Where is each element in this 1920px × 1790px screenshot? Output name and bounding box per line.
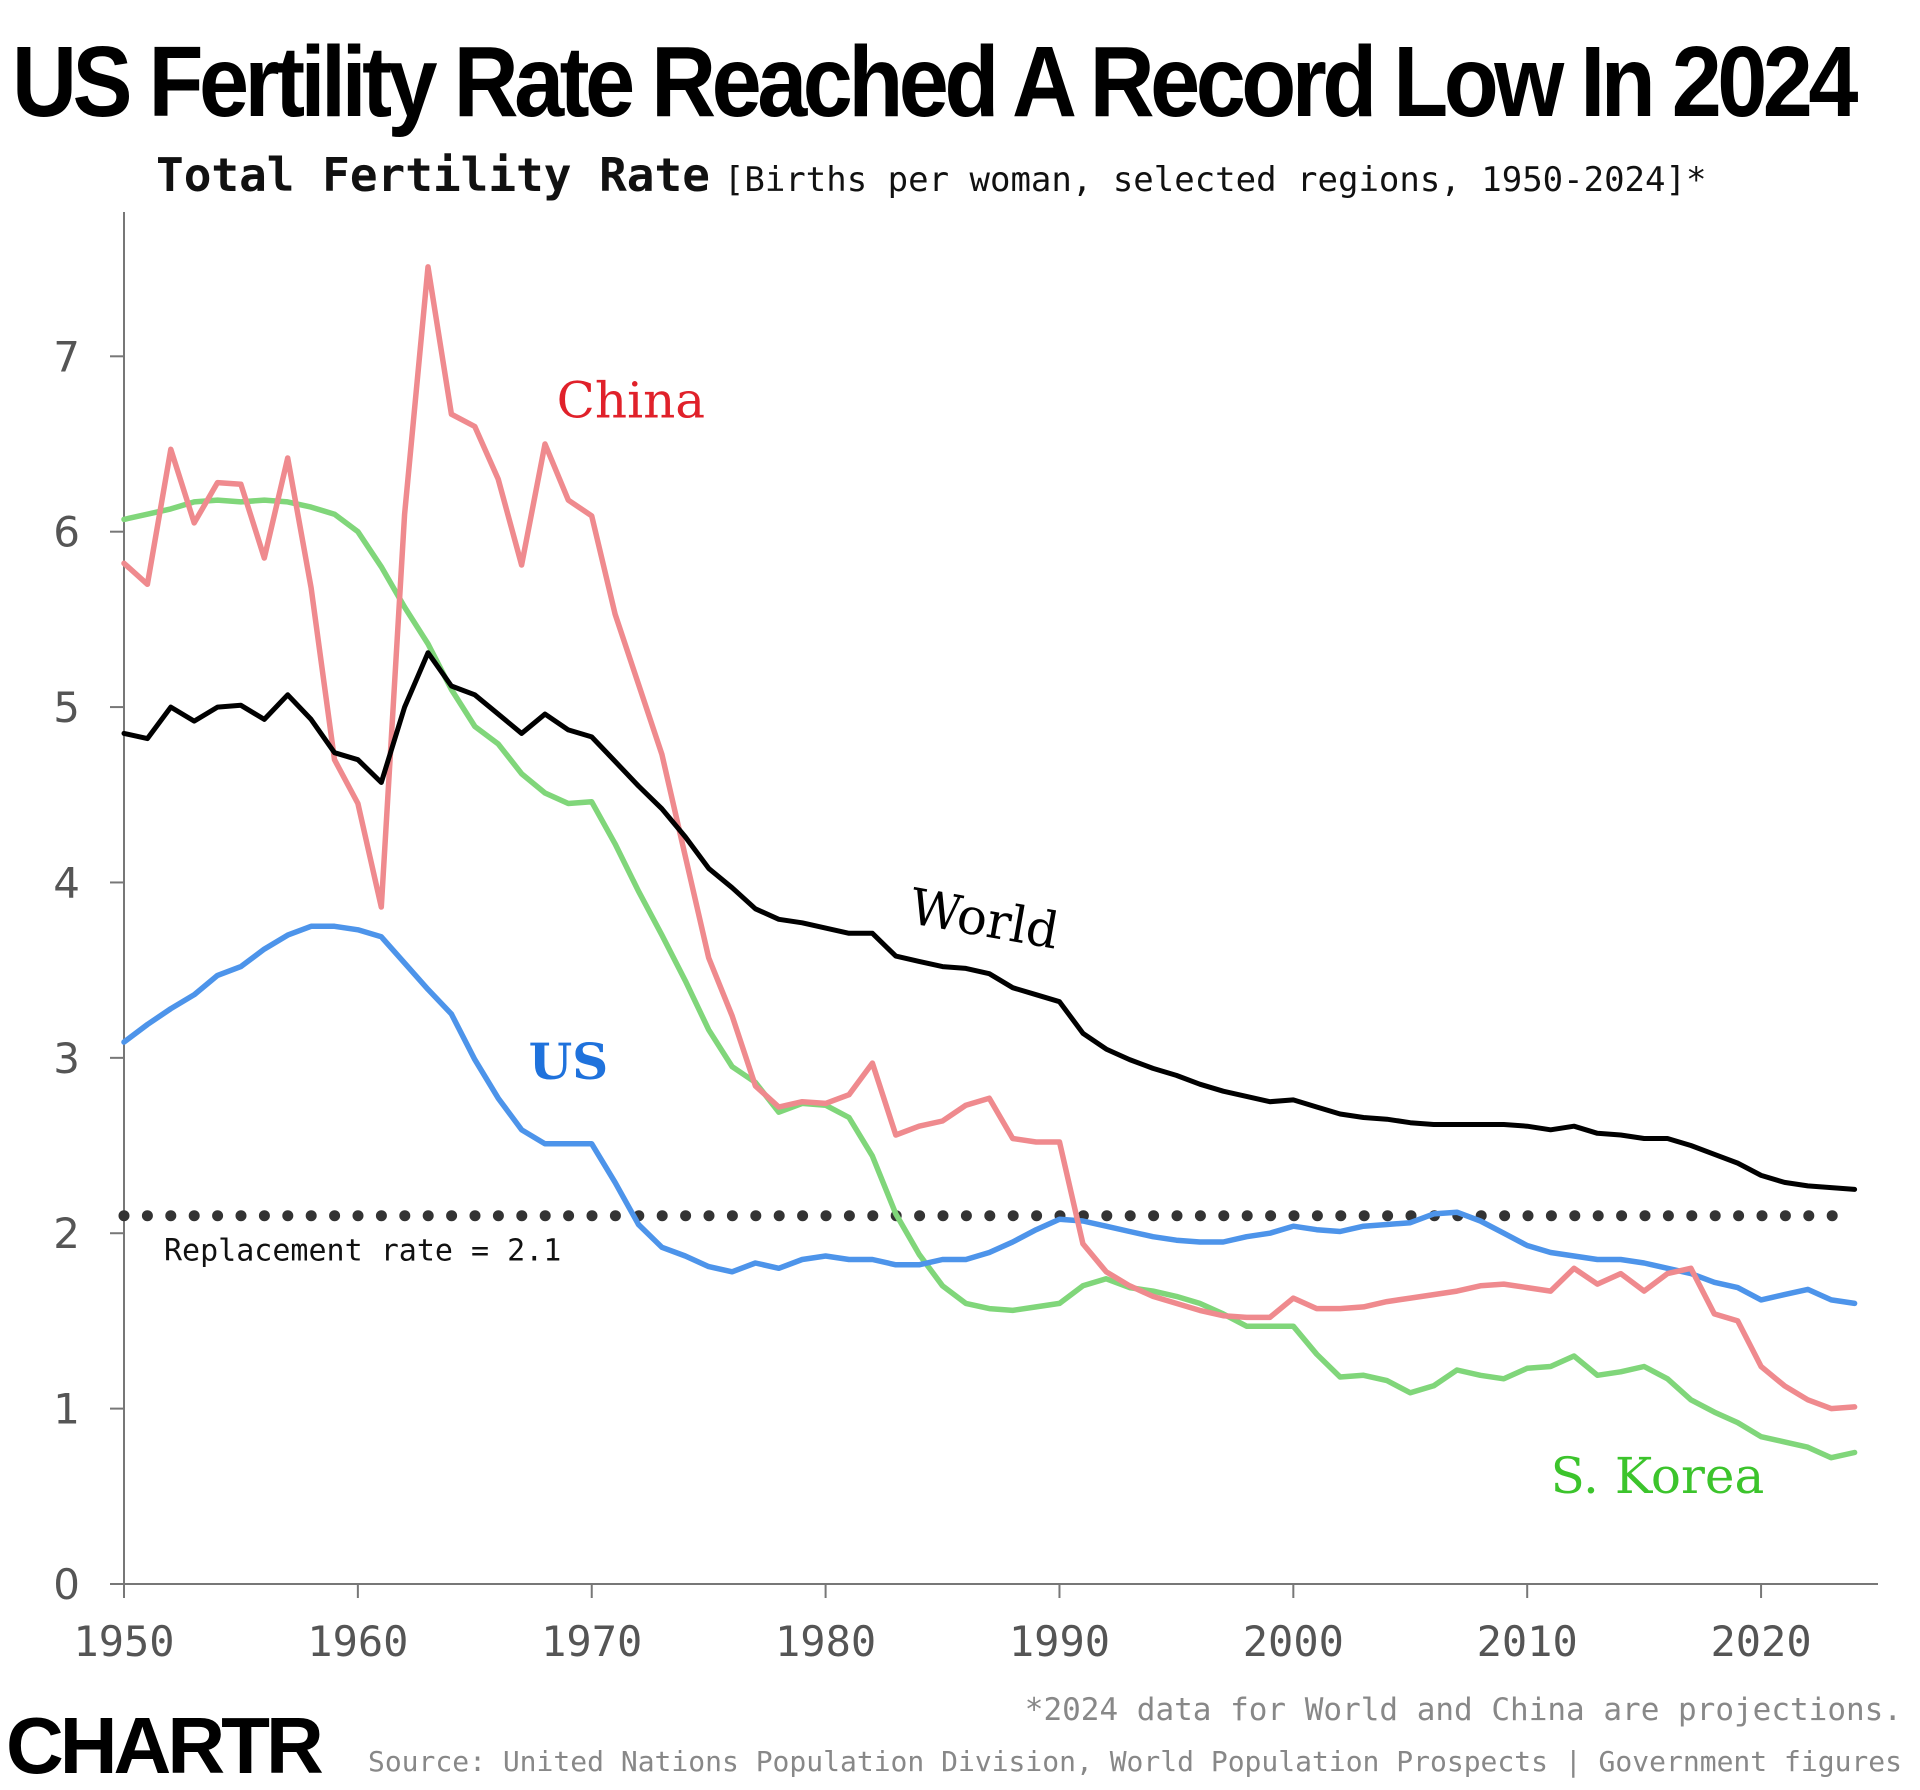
source-note: Source: United Nations Population Divisi…	[367, 1745, 1902, 1778]
page-title: US Fertility Rate Reached A Record Low I…	[12, 26, 1858, 138]
y-tick-label: 7	[53, 332, 80, 381]
series-label-us: US	[529, 1032, 609, 1091]
series-line-us	[121, 923, 1858, 1307]
x-tick-label: 1970	[541, 1617, 642, 1666]
chart-subtitle: Total Fertility Rate [Births per woman, s…	[156, 148, 1706, 202]
replacement-line-group: Replacement rate = 2.1	[118, 1210, 1861, 1269]
chartr-logo: CHARTR	[6, 1701, 324, 1790]
series-label-world: World	[905, 877, 1063, 960]
replacement-rate-label: Replacement rate = 2.1	[164, 1234, 561, 1269]
subtitle-detail: [Births per woman, selected regions, 195…	[723, 160, 1707, 200]
x-tick-label: 1990	[1009, 1617, 1110, 1666]
series-line-china	[121, 264, 1858, 1412]
chart-axes: 0 1 2 3 4 5 6 7 1950 1960 1970 1980 1990 2000 2010 2020	[53, 212, 1878, 1666]
x-tick-label: 1960	[307, 1617, 408, 1666]
y-tick-label: 6	[53, 508, 80, 557]
series-labels: World China US S. Korea	[529, 372, 1765, 1505]
series-label-s-korea: S. Korea	[1551, 1447, 1765, 1505]
footnote: *2024 data for World and China are proje…	[1024, 1692, 1902, 1728]
x-tick-label: 2010	[1477, 1617, 1578, 1666]
x-tick-label: 2000	[1243, 1617, 1344, 1666]
y-tick-label: 0	[53, 1560, 80, 1609]
series-line-s-korea	[121, 497, 1858, 1461]
x-tick-label: 1980	[775, 1617, 876, 1666]
series-line-world	[121, 650, 1858, 1192]
x-tick-label: 2020	[1710, 1617, 1811, 1666]
y-tick-label: 5	[53, 683, 80, 732]
x-tick-label: 1950	[73, 1617, 174, 1666]
y-tick-label: 4	[53, 858, 80, 907]
series-lines	[121, 264, 1858, 1461]
y-tick-label: 2	[53, 1209, 80, 1258]
subtitle-main: Total Fertility Rate	[156, 148, 710, 202]
series-label-china: China	[557, 372, 705, 430]
y-tick-label: 1	[53, 1385, 80, 1434]
y-tick-label: 3	[53, 1034, 80, 1083]
